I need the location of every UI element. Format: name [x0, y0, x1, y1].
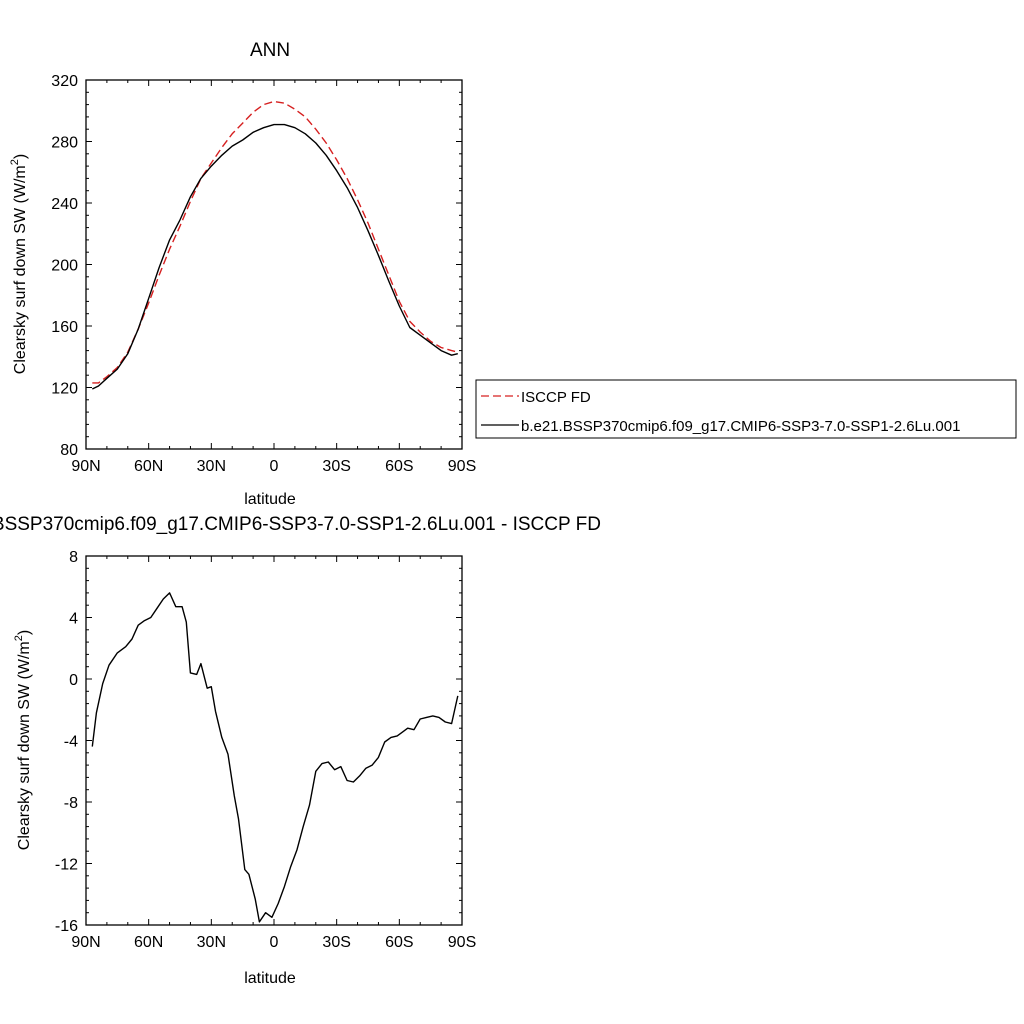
top-series-group	[91, 100, 458, 390]
top-chart-title: ANN	[250, 40, 290, 61]
legend-label-isccp: ISCCP FD	[521, 389, 591, 406]
bottom-x-tick-label: 60S	[385, 934, 413, 951]
bottom-y-tick-label: -4	[64, 734, 78, 751]
bottom-y-tick-label: 8	[69, 549, 78, 566]
top-y-tick-label: 160	[51, 319, 78, 336]
top-x-tick-label: 90N	[71, 458, 100, 475]
bottom-y-tick-label: -16	[55, 918, 78, 935]
top-series-line-1	[91, 123, 458, 390]
bottom-y-axis-label: Clearsky surf down SW (W/m2)	[13, 630, 33, 850]
bottom-x-tick-label: 60N	[134, 934, 163, 951]
top-panel: ANN 90N 60N 30N 0 30S 60S 90S 80 120 160 200 240 280…	[9, 40, 476, 508]
bottom-x-tick-label: 90S	[448, 934, 476, 951]
top-y-axis-label: Clearsky surf down SW (W/m2)	[9, 154, 29, 374]
legend-label-model: b.e21.BSSP370cmip6.f09_g17.CMIP6-SSP3-7.…	[521, 418, 960, 435]
top-y-tick-label: 80	[60, 442, 78, 459]
top-axis-ticks: 90N 60N 30N 0 30S 60S 90S 80 120 160 200 240 280 320	[51, 73, 476, 475]
bottom-axis-ticks: 90N 60N 30N 0 30S 60S 90S -16 -12 -8 -4 0 4 8	[55, 549, 476, 951]
top-y-tick-label: 200	[51, 258, 78, 275]
top-x-tick-label: 60N	[134, 458, 163, 475]
bottom-chart-title: b.e21.BSSP370cmip6.f09_g17.CMIP6-SSP3-7.…	[0, 514, 601, 535]
bottom-panel: b.e21.BSSP370cmip6.f09_g17.CMIP6-SSP3-7.…	[0, 514, 601, 987]
bottom-x-tick-label: 90N	[71, 934, 100, 951]
top-x-tick-label: 30S	[322, 458, 350, 475]
bottom-y-tick-label: -8	[64, 795, 78, 812]
top-y-tick-label: 240	[51, 196, 78, 213]
bottom-series-line-0	[91, 592, 459, 923]
bottom-x-tick-label: 30N	[197, 934, 226, 951]
legend: ISCCP FD b.e21.BSSP370cmip6.f09_g17.CMIP…	[475, 379, 1017, 439]
top-series-line-0	[92, 100, 458, 384]
bottom-x-tick-label: 0	[270, 934, 279, 951]
bottom-series-group	[91, 592, 459, 923]
bottom-y-tick-label: -12	[55, 857, 78, 874]
bottom-x-axis-label: latitude	[244, 970, 296, 987]
bottom-plot-frame	[85, 555, 463, 926]
bottom-x-tick-label: 30S	[322, 934, 350, 951]
top-x-axis-label: latitude	[244, 491, 296, 508]
top-x-tick-label: 0	[270, 458, 279, 475]
top-y-tick-label: 280	[51, 135, 78, 152]
top-x-tick-label: 60S	[385, 458, 413, 475]
top-x-tick-label: 90S	[448, 458, 476, 475]
top-y-tick-label: 320	[51, 73, 78, 90]
legend-box	[475, 379, 1017, 439]
bottom-y-tick-label: 0	[69, 672, 78, 689]
bottom-y-tick-label: 4	[69, 611, 78, 628]
top-plot-frame	[85, 79, 463, 450]
top-y-tick-label: 120	[51, 381, 78, 398]
top-x-tick-label: 30N	[197, 458, 226, 475]
